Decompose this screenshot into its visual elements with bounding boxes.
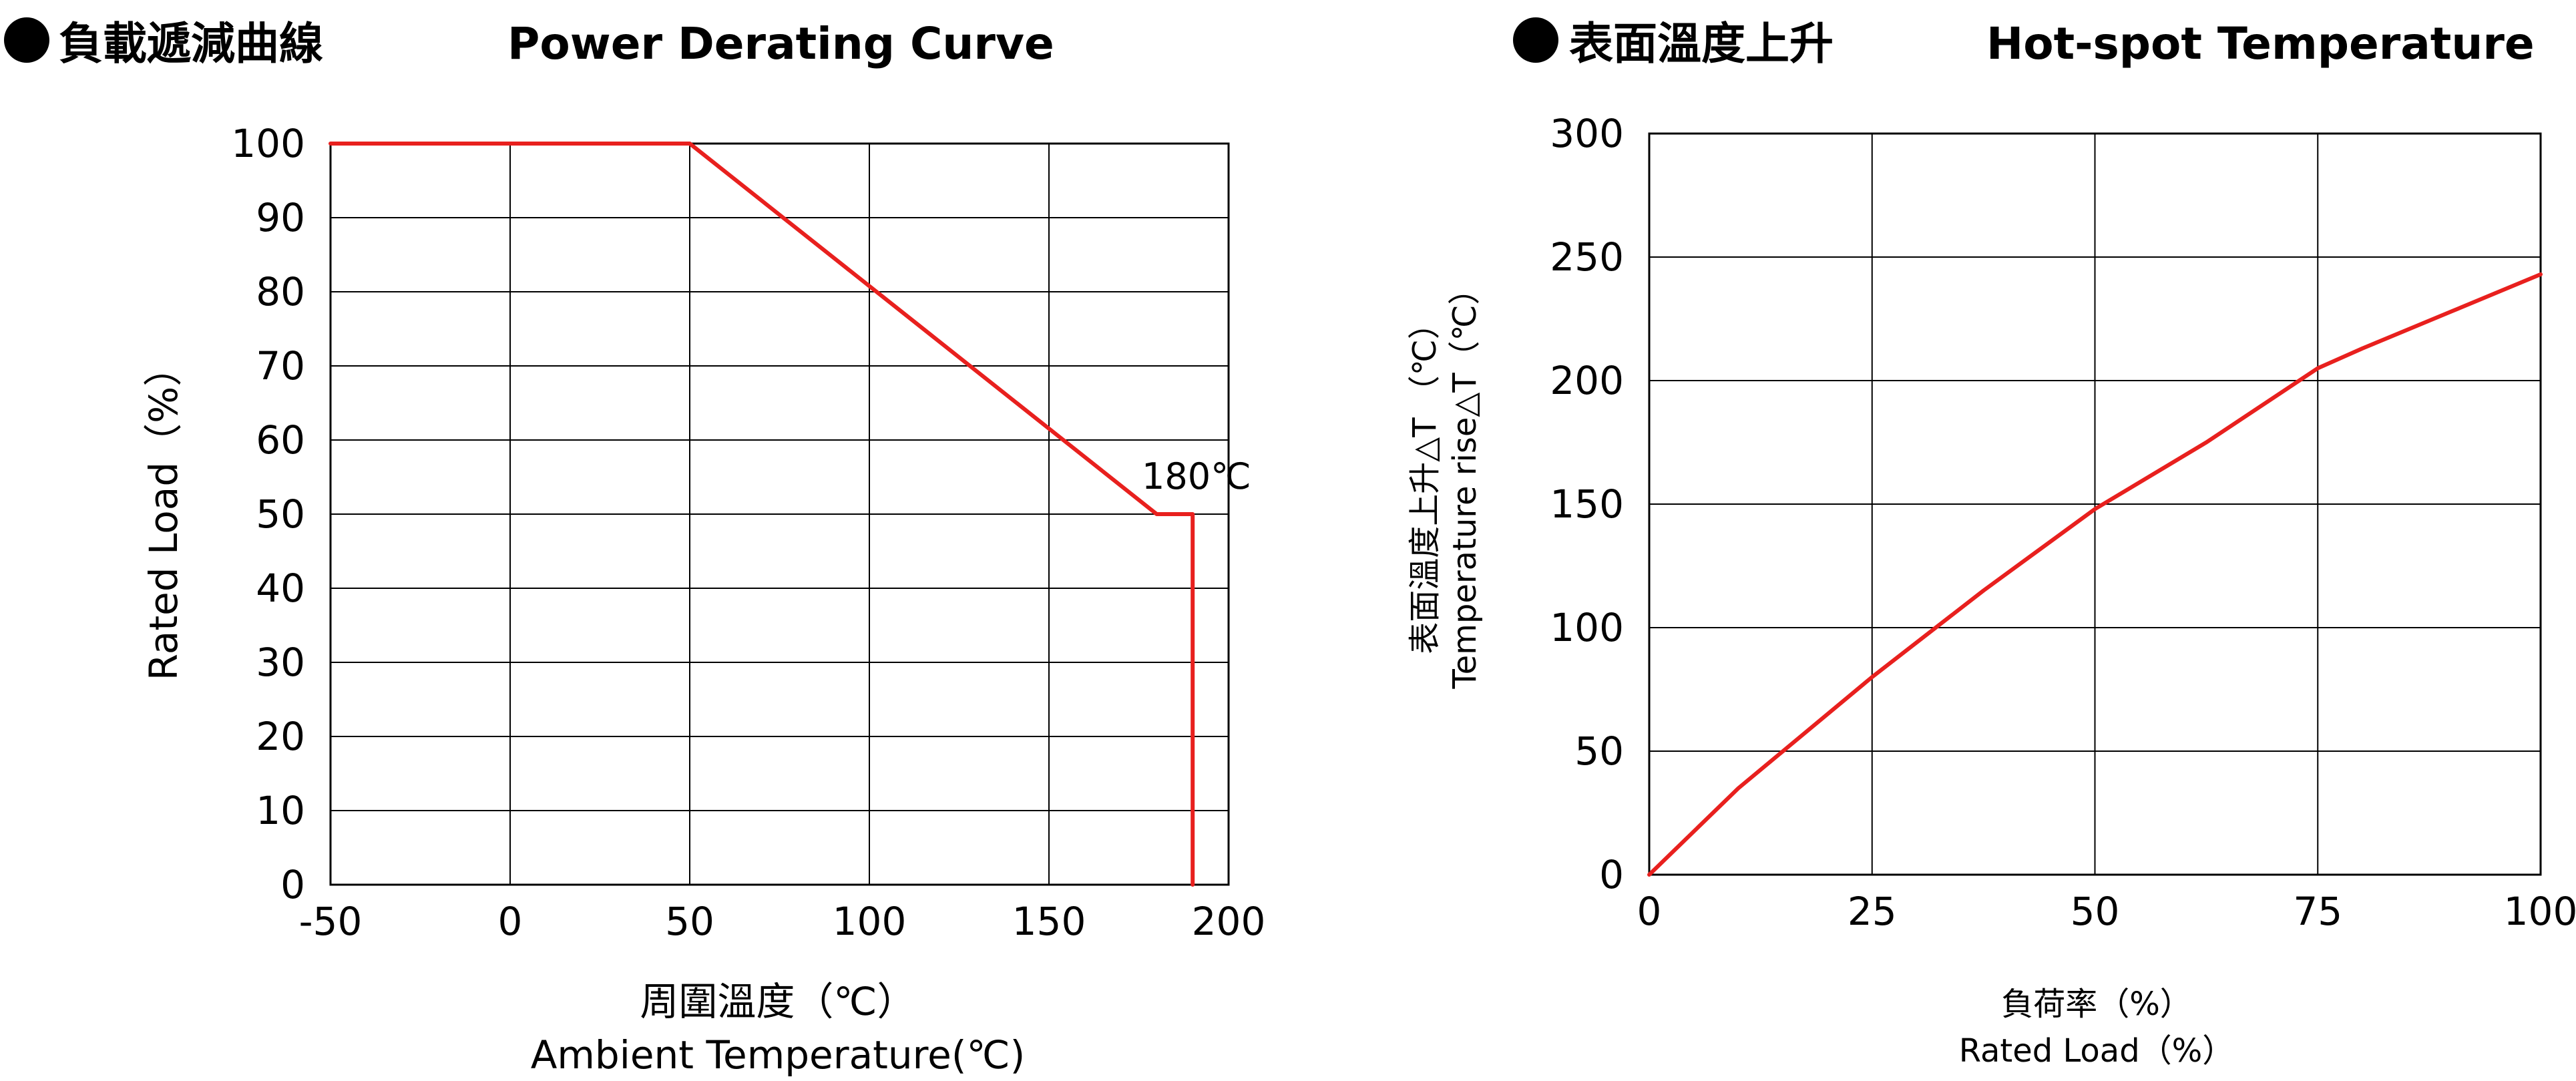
derating-x-tick-label: 100 [833, 899, 907, 944]
derating-y-tick-label: 50 [256, 491, 305, 537]
derating-y-tick-label: 60 [256, 417, 305, 463]
derating-y-ticks: 0 10 20 30 40 50 60 70 80 90 100 [231, 121, 305, 907]
hotspot-title-en: Hot-spot Temperature [1986, 18, 2535, 69]
derating-series-line [329, 142, 1195, 887]
derating-y-tick-label: 10 [256, 788, 305, 833]
hotspot-x-tick-label: 50 [2071, 889, 2120, 934]
hotspot-y-tick-label: 200 [1550, 358, 1624, 403]
derating-y-tick-label: 90 [256, 195, 305, 240]
derating-x-tick-label: -50 [299, 899, 363, 944]
hotspot-y-ticks: 0 50 100 150 200 250 300 [1550, 111, 1624, 897]
derating-x-tick-label: 0 [498, 899, 523, 944]
hotspot-series-line [1647, 272, 2543, 877]
derating-y-tick-label: 30 [256, 640, 305, 685]
derating-annotation-180c: 180℃ [1142, 455, 1251, 497]
derating-y-tick-label: 80 [256, 269, 305, 314]
derating-x-axis-label-en: Ambient Temperature(℃) [531, 1032, 1026, 1078]
derating-y-axis-label: Rated Load（%） [141, 348, 186, 681]
derating-title-en: Power Derating Curve [507, 18, 1054, 69]
derating-y-tick-label: 0 [280, 862, 305, 907]
hotspot-y-tick-label: 250 [1550, 234, 1624, 280]
hotspot-y-axis-label-en: Temperature rise△T（℃） [1446, 272, 1484, 689]
derating-x-axis-label-zh: 周圍溫度（℃） [640, 979, 915, 1024]
hotspot-x-tick-label: 25 [1848, 889, 1897, 934]
hotspot-grid [1648, 132, 2542, 876]
derating-y-tick-label: 20 [256, 714, 305, 759]
hotspot-y-axis-label-zh: 表面溫度上升△T （℃） [1406, 307, 1444, 654]
derating-y-tick-label: 100 [231, 121, 305, 166]
hotspot-y-tick-label: 100 [1550, 605, 1624, 650]
hotspot-title-zh: 表面溫度上升 [1569, 18, 1834, 69]
derating-y-tick-label: 70 [256, 343, 305, 389]
hotspot-x-axis-label-en: Rated Load（%） [1959, 1032, 2235, 1070]
hotspot-y-tick-label: 300 [1550, 111, 1624, 156]
derating-chart: 負載遞減曲線 Power Derating Curve 0 10 20 30 40 50 6… [4, 17, 1265, 1078]
derating-series [329, 142, 1195, 887]
derating-title-zh: 負載遞減曲線 [59, 18, 323, 69]
bullet-icon [4, 17, 49, 63]
hotspot-x-axis-label-zh: 負荷率（%） [2001, 986, 2192, 1023]
hotspot-y-tick-label: 0 [1599, 852, 1624, 897]
hotspot-x-ticks: 0 25 50 75 100 [1637, 889, 2576, 934]
derating-x-tick-label: 50 [665, 899, 714, 944]
hotspot-chart: 表面溫度上升 Hot-spot Temperature 0 50 100 150 200… [1406, 17, 2576, 1070]
derating-x-tick-label: 200 [1192, 899, 1266, 944]
derating-x-tick-label: 150 [1012, 899, 1086, 944]
derating-y-tick-label: 40 [256, 566, 305, 611]
hotspot-x-tick-label: 0 [1637, 889, 1662, 934]
hotspot-y-tick-label: 150 [1550, 481, 1624, 527]
derating-grid [329, 142, 1230, 886]
hotspot-series [1647, 272, 2543, 877]
derating-x-ticks: -50 0 50 100 150 200 [299, 899, 1266, 944]
hotspot-y-tick-label: 50 [1574, 728, 1624, 774]
hotspot-x-tick-label: 75 [2293, 889, 2342, 934]
hotspot-x-tick-label: 100 [2504, 889, 2576, 934]
bullet-icon [1513, 17, 1558, 63]
